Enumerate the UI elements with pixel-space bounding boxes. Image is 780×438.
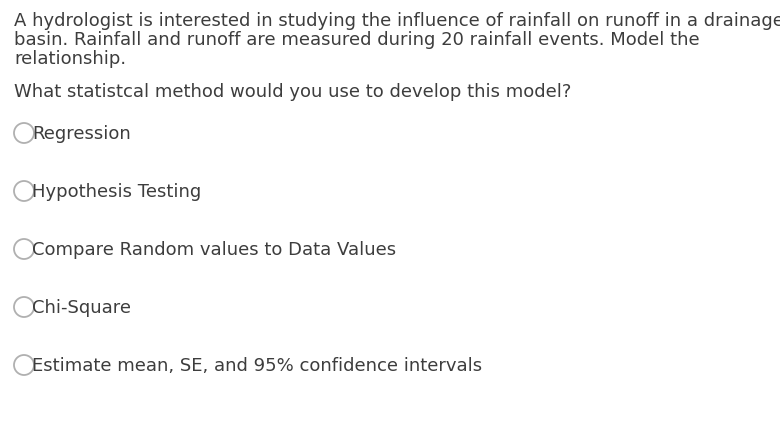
Ellipse shape [14, 239, 34, 259]
Text: A hydrologist is interested in studying the influence of rainfall on runoff in a: A hydrologist is interested in studying … [14, 12, 780, 30]
Text: Hypothesis Testing: Hypothesis Testing [32, 183, 201, 201]
Text: Estimate mean, SE, and 95% confidence intervals: Estimate mean, SE, and 95% confidence in… [32, 357, 482, 375]
Text: Chi-Square: Chi-Square [32, 299, 131, 317]
Ellipse shape [14, 181, 34, 201]
Ellipse shape [14, 123, 34, 143]
Text: relationship.: relationship. [14, 50, 126, 68]
Ellipse shape [14, 297, 34, 317]
Text: What statistcal method would you use to develop this model?: What statistcal method would you use to … [14, 83, 572, 101]
Ellipse shape [14, 355, 34, 375]
Text: Regression: Regression [32, 125, 131, 143]
Text: basin. Rainfall and runoff are measured during 20 rainfall events. Model the: basin. Rainfall and runoff are measured … [14, 31, 700, 49]
Text: Compare Random values to Data Values: Compare Random values to Data Values [32, 241, 396, 259]
